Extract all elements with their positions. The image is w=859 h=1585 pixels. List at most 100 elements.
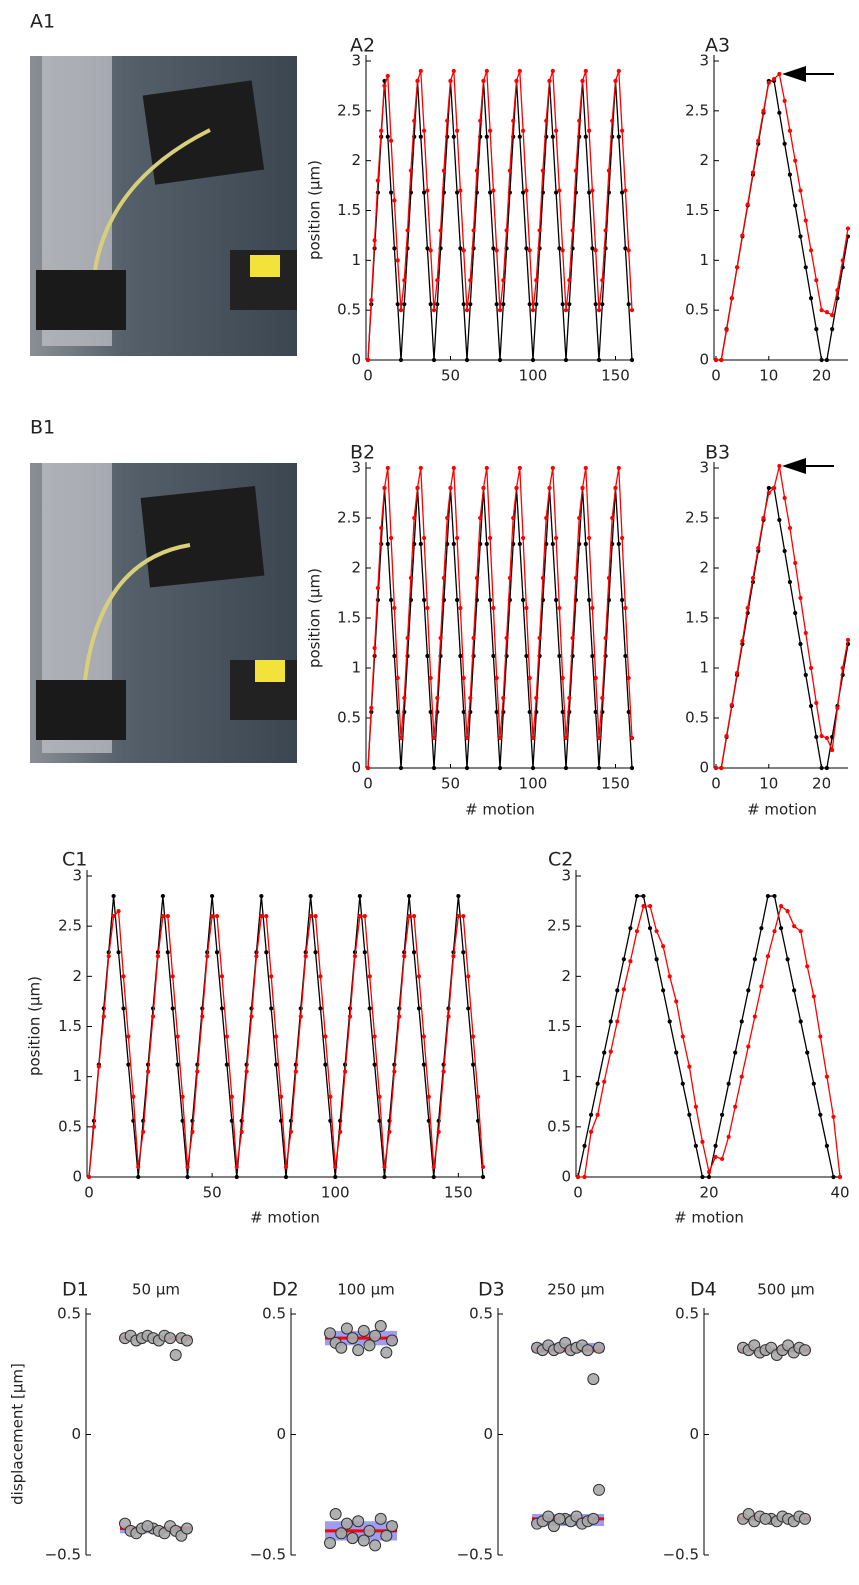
- x-tick-label: 10: [759, 775, 778, 793]
- data-point: [761, 108, 766, 113]
- data-point: [628, 959, 633, 964]
- panel-label: B2: [350, 442, 375, 464]
- data-point: [766, 80, 771, 86]
- y-tick-label: 3: [699, 459, 709, 477]
- data-point: [382, 1164, 387, 1170]
- x-axis-label: # motion: [674, 1209, 744, 1227]
- data-point: [347, 1014, 353, 1019]
- data-point: [468, 695, 473, 701]
- data-point: [445, 515, 450, 521]
- data-point: [787, 579, 793, 585]
- data-point: [448, 78, 453, 84]
- data-point: [455, 535, 460, 541]
- data-point: [581, 1344, 594, 1357]
- data-point: [514, 485, 519, 491]
- data-point: [745, 202, 750, 207]
- data-point: [219, 974, 225, 979]
- data-point: [752, 1014, 757, 1019]
- data-point: [214, 914, 220, 919]
- data-point: [674, 1050, 679, 1055]
- data-point: [259, 914, 264, 919]
- data-point: [517, 465, 522, 471]
- y-tick-label: 1: [351, 659, 361, 677]
- y-tick-label: 3: [72, 867, 82, 885]
- data-point: [793, 560, 798, 566]
- data-point: [269, 1006, 274, 1011]
- data-point: [458, 188, 463, 193]
- data-point: [814, 700, 819, 706]
- data-point: [805, 1050, 810, 1055]
- data-point: [484, 541, 489, 547]
- data-point: [494, 709, 499, 715]
- y-tick-label: 0.5: [469, 1305, 493, 1323]
- data-point: [733, 1104, 738, 1109]
- data-point: [426, 1094, 431, 1099]
- y-tick-label: 0: [483, 1425, 493, 1443]
- data-point: [616, 541, 621, 547]
- data-point: [461, 709, 466, 715]
- data-point: [313, 950, 318, 955]
- data-point: [554, 597, 559, 603]
- data-point: [422, 535, 427, 541]
- data-point: [374, 1320, 387, 1333]
- data-point: [372, 645, 377, 651]
- y-tick-label: −0.5: [250, 1546, 286, 1564]
- data-point: [497, 735, 503, 741]
- data-point: [374, 1512, 387, 1525]
- data-point: [759, 926, 764, 931]
- y-tick-label: 0: [699, 351, 709, 369]
- data-point: [431, 1164, 436, 1170]
- data-point: [441, 1069, 446, 1074]
- y-tick-label: 2.5: [337, 101, 361, 119]
- data-point: [435, 278, 440, 283]
- data-point: [777, 110, 782, 115]
- data-point: [411, 950, 417, 955]
- data-point: [398, 735, 404, 741]
- x-tick-label: 0: [711, 775, 721, 793]
- y-tick-label: 1.5: [685, 201, 709, 219]
- y-tick-label: −0.5: [663, 1546, 699, 1564]
- data-point: [234, 1164, 239, 1170]
- data-point: [593, 1341, 605, 1354]
- data-point: [435, 695, 440, 701]
- data-point: [803, 672, 808, 678]
- data-point: [766, 490, 771, 496]
- data-point: [626, 709, 631, 715]
- x-axis-label: # motion: [250, 1209, 320, 1227]
- data-point: [654, 929, 659, 934]
- data-point: [471, 1062, 476, 1067]
- data-point: [845, 637, 851, 643]
- data-point: [392, 246, 397, 251]
- y-tick-label: 2: [72, 967, 82, 985]
- data-point: [259, 893, 264, 899]
- data-point: [136, 1174, 141, 1180]
- data-point: [372, 1034, 377, 1039]
- data-point: [471, 635, 476, 641]
- data-point: [86, 1174, 92, 1180]
- data-point: [375, 585, 380, 591]
- data-point: [560, 675, 565, 681]
- data-point: [602, 1050, 607, 1055]
- data-point: [308, 893, 313, 899]
- data-point: [357, 914, 362, 919]
- data-point: [367, 974, 372, 979]
- data-point: [527, 248, 532, 253]
- y-tick-label: 1: [699, 251, 709, 269]
- data-point: [808, 248, 814, 253]
- data-point: [793, 203, 798, 208]
- data-point: [377, 1094, 382, 1099]
- data-point: [165, 950, 170, 955]
- data-point: [793, 610, 798, 616]
- data-point: [175, 1034, 180, 1039]
- data-point: [799, 1512, 811, 1525]
- y-tick-label: −0.5: [457, 1546, 493, 1564]
- data-point: [416, 1006, 422, 1011]
- data-point: [596, 308, 602, 313]
- data-point: [524, 605, 529, 611]
- x-tick-label: 150: [601, 367, 630, 385]
- data-point: [478, 118, 483, 123]
- data-point: [577, 118, 582, 123]
- data-point: [283, 1174, 289, 1180]
- y-tick-label: 3: [351, 52, 361, 70]
- data-point: [557, 246, 562, 251]
